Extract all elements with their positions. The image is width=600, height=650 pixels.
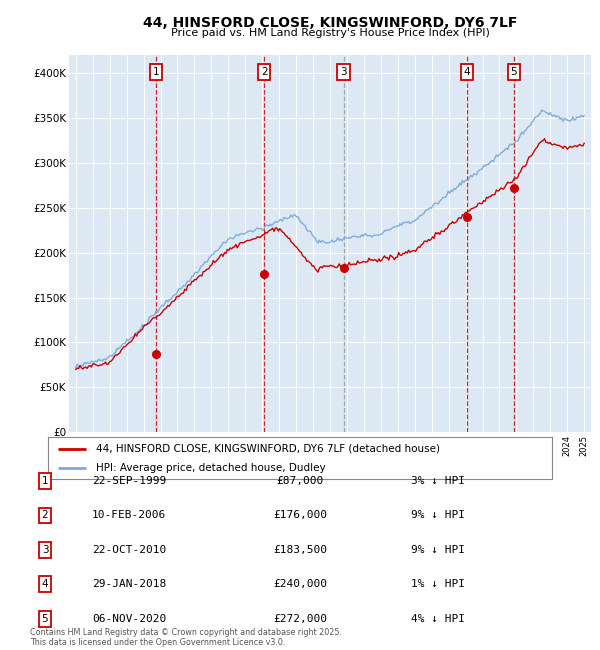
Text: 5: 5 — [41, 614, 49, 624]
Text: 22-SEP-1999: 22-SEP-1999 — [92, 476, 166, 486]
Text: 06-NOV-2020: 06-NOV-2020 — [92, 614, 166, 624]
Text: Price paid vs. HM Land Registry's House Price Index (HPI): Price paid vs. HM Land Registry's House … — [170, 28, 490, 38]
Text: 2: 2 — [261, 67, 268, 77]
Text: 3: 3 — [340, 67, 347, 77]
Text: 44, HINSFORD CLOSE, KINGSWINFORD, DY6 7LF (detached house): 44, HINSFORD CLOSE, KINGSWINFORD, DY6 7L… — [96, 444, 440, 454]
Text: £240,000: £240,000 — [273, 579, 327, 590]
Text: 3% ↓ HPI: 3% ↓ HPI — [411, 476, 465, 486]
Text: 1: 1 — [41, 476, 49, 486]
Text: £272,000: £272,000 — [273, 614, 327, 624]
Text: HPI: Average price, detached house, Dudley: HPI: Average price, detached house, Dudl… — [96, 463, 326, 473]
Text: 5: 5 — [511, 67, 517, 77]
Text: 29-JAN-2018: 29-JAN-2018 — [92, 579, 166, 590]
Text: £176,000: £176,000 — [273, 510, 327, 521]
Text: 44, HINSFORD CLOSE, KINGSWINFORD, DY6 7LF: 44, HINSFORD CLOSE, KINGSWINFORD, DY6 7L… — [143, 16, 517, 31]
Text: 2: 2 — [41, 510, 49, 521]
Text: £87,000: £87,000 — [277, 476, 323, 486]
Text: 10-FEB-2006: 10-FEB-2006 — [92, 510, 166, 521]
Text: 1% ↓ HPI: 1% ↓ HPI — [411, 579, 465, 590]
Text: 9% ↓ HPI: 9% ↓ HPI — [411, 545, 465, 555]
Text: 9% ↓ HPI: 9% ↓ HPI — [411, 510, 465, 521]
Text: Contains HM Land Registry data © Crown copyright and database right 2025.
This d: Contains HM Land Registry data © Crown c… — [30, 628, 342, 647]
Text: 3: 3 — [41, 545, 49, 555]
Text: 4: 4 — [41, 579, 49, 590]
Text: £183,500: £183,500 — [273, 545, 327, 555]
Text: 1: 1 — [152, 67, 159, 77]
Text: 22-OCT-2010: 22-OCT-2010 — [92, 545, 166, 555]
Text: 4% ↓ HPI: 4% ↓ HPI — [411, 614, 465, 624]
Text: 4: 4 — [464, 67, 470, 77]
